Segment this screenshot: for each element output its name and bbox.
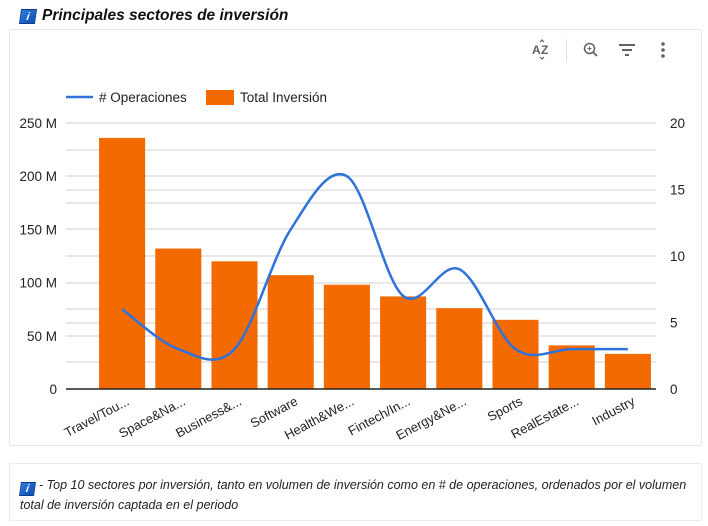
footer-description: - Top 10 sectores por inversión, tanto e… (20, 478, 687, 512)
bar-5[interactable] (380, 296, 427, 389)
left-tick-label: 150 M (19, 222, 57, 237)
bar-3[interactable] (267, 275, 314, 389)
right-tick-label: 0 (670, 382, 678, 397)
sort-az-icon: A Z (532, 39, 548, 60)
legend: # Operaciones Total Inversión (66, 90, 327, 105)
more-vertical-icon (661, 42, 665, 58)
left-tick-label: 200 M (19, 169, 57, 184)
filter-icon (619, 44, 635, 56)
right-tick-label: 15 (670, 183, 685, 198)
footer-text-block: i- Top 10 sectores por inversión, tanto … (19, 476, 693, 515)
left-tick-label: 250 M (19, 116, 57, 131)
zoom-in-icon (583, 42, 598, 57)
bar-9[interactable] (604, 353, 651, 389)
filter-button[interactable] (609, 38, 645, 62)
legend-label-inversion[interactable]: Total Inversión (240, 90, 327, 105)
x-tick-label: Industry (589, 393, 637, 428)
right-tick-label: 10 (670, 249, 685, 264)
left-axis-ticks: 0 50 M 100 M 150 M 200 M 250 M (19, 116, 57, 397)
chart-toolbar: A Z (524, 38, 681, 62)
x-tick-label: Sports (485, 393, 526, 424)
series-line-operaciones (121, 172, 628, 361)
left-tick-label: 0 (49, 382, 57, 397)
svg-text:Z: Z (541, 43, 548, 57)
header: i Principales sectores de inversión (18, 5, 289, 27)
right-axis-ticks: 0 5 10 15 20 (670, 116, 685, 397)
left-tick-label: 50 M (27, 329, 57, 344)
more-options-button[interactable] (645, 38, 681, 62)
legend-label-operaciones[interactable]: # Operaciones (99, 90, 187, 105)
bar-0[interactable] (99, 137, 146, 389)
footer-info-icon-label: i (25, 482, 30, 494)
bars (99, 137, 651, 389)
bar-8[interactable] (548, 345, 595, 389)
chart: 0 50 M 100 M 150 M 200 M 250 M 0 5 10 15 20 Trave… (19, 90, 685, 443)
bar-4[interactable] (323, 284, 370, 389)
left-tick-label: 100 M (19, 276, 57, 291)
sort-button[interactable]: A Z (524, 38, 560, 62)
bar-6[interactable] (436, 308, 483, 389)
footer-note: i- Top 10 sectores por inversión, tanto … (9, 463, 702, 521)
page-title: Principales sectores de inversión (42, 7, 289, 24)
toolbar-separator (566, 39, 567, 61)
bar-1[interactable] (155, 248, 202, 389)
footer-info-icon: i (19, 481, 36, 496)
zoom-button[interactable] (573, 38, 609, 62)
svg-text:A: A (532, 43, 541, 57)
right-tick-label: 20 (670, 116, 685, 131)
x-axis-labels: Travel/Tou...Space&Na...Business&... Soft… (62, 393, 638, 443)
legend-swatch-inversion (206, 90, 234, 105)
right-tick-label: 5 (670, 316, 678, 331)
bar-2[interactable] (211, 261, 258, 389)
